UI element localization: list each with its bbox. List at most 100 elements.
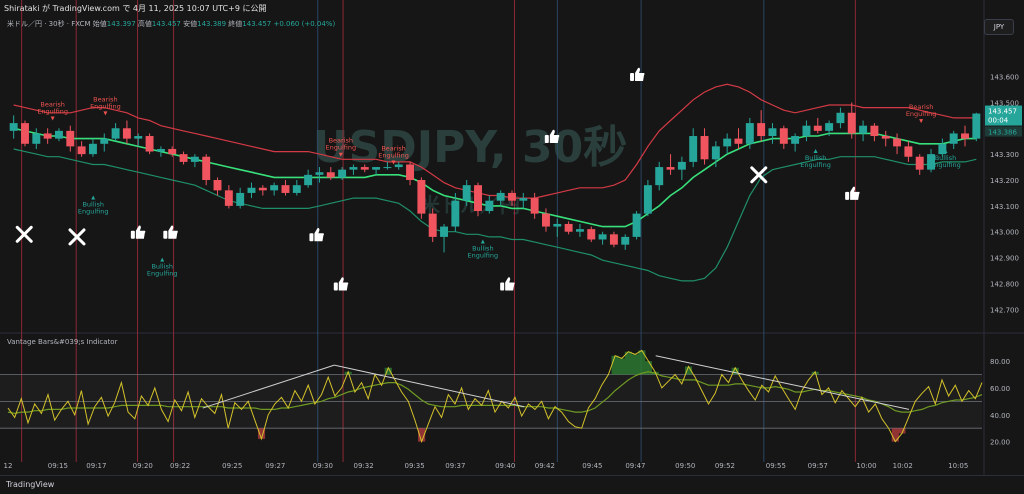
candle-body	[915, 156, 924, 170]
candle-body	[564, 223, 573, 232]
cross-icon	[750, 166, 768, 184]
candle-body	[904, 146, 913, 157]
time-tick-label: 09:30	[313, 462, 333, 470]
candle-body	[757, 123, 766, 137]
candle-body	[836, 112, 845, 124]
bearish-engulfing-label: Engulfing	[906, 110, 937, 118]
candle-body	[632, 213, 641, 237]
candle-body	[587, 229, 596, 240]
time-tick-label: 09:45	[582, 462, 602, 470]
candle-body	[949, 133, 958, 144]
candle-body	[655, 167, 664, 186]
bearish-arrow-icon	[919, 119, 924, 124]
candle-body	[247, 187, 256, 193]
candle-body	[745, 123, 754, 144]
bearish-engulfing-label: Engulfing	[37, 108, 68, 116]
candle-body	[213, 180, 222, 191]
candle-body	[326, 172, 335, 178]
lower-band-line	[13, 148, 977, 282]
candle-body	[972, 113, 981, 139]
trendline	[202, 364, 335, 409]
tradingview-logo[interactable]: TradingView	[6, 480, 55, 489]
candle-body	[394, 164, 403, 168]
time-tick-label: 09:22	[170, 462, 190, 470]
candle-body	[202, 156, 211, 180]
bearish-arrow-icon	[103, 111, 108, 116]
candle-body	[100, 138, 109, 144]
candle-body	[43, 133, 52, 139]
cross-icon	[15, 225, 33, 243]
change-value: +0.060 (+0.04%)	[273, 20, 336, 28]
last-price-text: 143.457	[988, 108, 1017, 116]
time-tick-label: 09:57	[808, 462, 828, 470]
candle-body	[508, 192, 516, 201]
bullish-engulfing-label: Bullish	[472, 244, 494, 252]
bullish-engulfing-label: Bullish	[82, 201, 104, 209]
candle-body	[496, 192, 505, 201]
candle-body	[689, 136, 698, 162]
candle-body	[779, 128, 788, 144]
mid-band-line	[13, 127, 977, 228]
time-tick-label: 09:47	[625, 462, 645, 470]
thumbs-up-icon-part	[549, 129, 560, 144]
time-tick-label: 09:15	[48, 462, 68, 470]
candle-body	[938, 143, 947, 155]
time-tick-label: 09:35	[404, 462, 424, 470]
bullish-arrow-icon	[91, 195, 96, 200]
low-label: 安値	[183, 20, 198, 28]
candle-body	[315, 172, 324, 175]
candle-body	[791, 136, 800, 144]
time-tick-label: 09:32	[354, 462, 374, 470]
last-price-badge	[985, 105, 1022, 126]
thumbs-up-icon	[333, 277, 349, 291]
upper-band-line	[13, 83, 977, 199]
footer-bar: TradingView	[0, 475, 1024, 494]
candle-body	[677, 161, 686, 170]
price-tick-label: 143.000	[990, 229, 1019, 237]
candle-body	[870, 125, 879, 137]
candle-body	[258, 187, 267, 191]
bullish-engulfing-label: Engulfing	[800, 161, 831, 169]
bullish-arrow-icon	[813, 148, 818, 153]
currency-button[interactable]: JPY	[984, 19, 1014, 35]
open-label: 始値	[92, 20, 107, 28]
candle-body	[825, 123, 834, 131]
candle-body	[236, 192, 245, 206]
candle-body	[270, 185, 279, 191]
candle-body	[961, 133, 969, 139]
watermark-symbol: USDJPY, 30秒	[313, 122, 627, 173]
time-tick-label: 09:40	[495, 462, 515, 470]
candle-body	[338, 169, 347, 178]
candle-body	[224, 190, 233, 206]
bearish-arrow-icon	[391, 160, 396, 165]
time-tick-label: 10:00	[856, 462, 876, 470]
bearish-engulfing-label: Bearish	[40, 101, 64, 109]
time-tick-label: 09:37	[445, 462, 465, 470]
candle-body	[700, 136, 709, 160]
candle-body	[156, 148, 165, 152]
candle-body	[666, 167, 675, 170]
bullish-arrow-icon	[160, 257, 165, 262]
bearish-engulfing-label: Bearish	[329, 137, 353, 145]
oscillator-line	[7, 349, 983, 444]
trendline	[334, 364, 525, 408]
candle-body	[859, 125, 868, 134]
bullish-engulfing-label: Engulfing	[468, 251, 499, 259]
bullish-engulfing-label: Engulfing	[78, 208, 109, 216]
candle-body	[428, 213, 437, 237]
thumbs-up-icon	[500, 277, 515, 291]
candle-body	[145, 136, 154, 152]
candle-body	[519, 198, 528, 201]
oversold-fill	[257, 428, 906, 442]
candle-body	[77, 146, 86, 155]
candle-body	[134, 136, 143, 139]
candle-body	[349, 167, 358, 170]
candle-body	[417, 180, 426, 214]
time-tick-label: 09:17	[86, 462, 106, 470]
price-tick-label: 142.700	[990, 306, 1019, 314]
thumbs-up-icon-part	[309, 233, 314, 242]
candle-body	[711, 146, 720, 160]
time-tick-label: 09:52	[715, 462, 735, 470]
